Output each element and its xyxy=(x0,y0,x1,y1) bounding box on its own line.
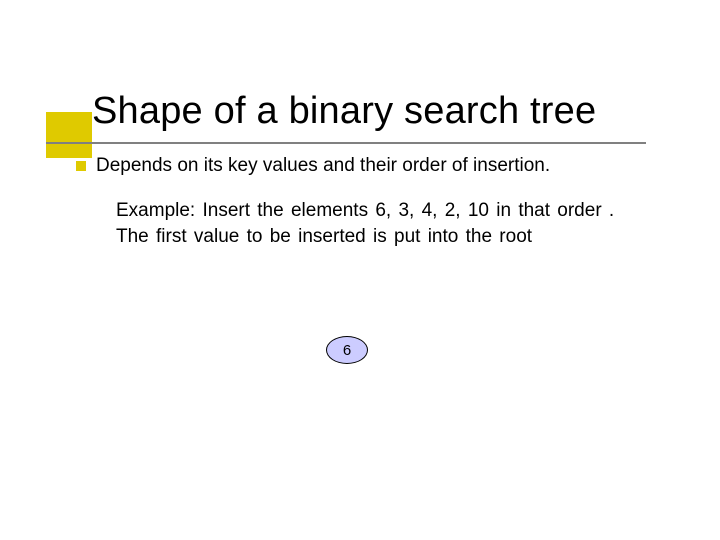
tree-node-root: 6 xyxy=(326,336,368,364)
slide: Shape of a binary search tree Depends on… xyxy=(0,0,720,540)
subtitle-text: Depends on its key values and their orde… xyxy=(96,155,550,177)
bullet-icon xyxy=(76,161,86,171)
title-underline xyxy=(46,142,646,144)
accent-square xyxy=(46,112,92,158)
slide-title: Shape of a binary search tree xyxy=(92,90,596,133)
body-text: Example: Insert the elements 6, 3, 4, 2,… xyxy=(116,198,626,249)
subtitle-row: Depends on its key values and their orde… xyxy=(76,155,550,177)
